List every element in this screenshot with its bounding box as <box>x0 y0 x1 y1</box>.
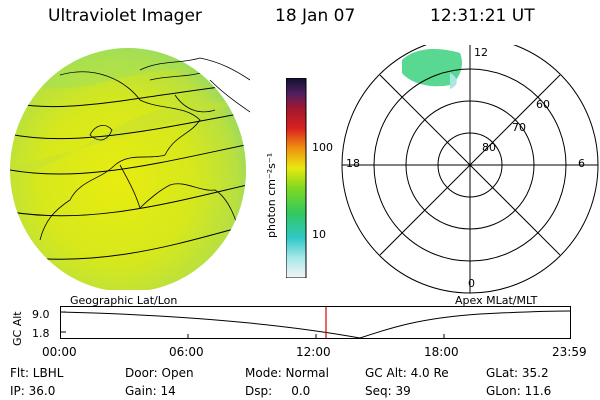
alt-x-tick-0600: 06:00 <box>169 345 204 359</box>
coastline <box>119 164 241 241</box>
info-dsp: Dsp: 0.0 <box>245 384 311 398</box>
info-glat: GLat: 35.2 <box>486 366 549 380</box>
apex-panel-title: Apex MLat/MLT <box>455 294 538 307</box>
info-seq: Seq: 39 <box>365 384 411 398</box>
altitude-strip-plot <box>60 306 571 339</box>
alt-axis-label: GC Alt <box>11 311 24 346</box>
info-gc-alt: GC Alt: 4.0 Re <box>365 366 449 380</box>
mlat-label-70: 70 <box>512 121 526 134</box>
info-flt: Flt: LBHL <box>10 366 64 380</box>
colorbar-tick-10: 10 <box>312 228 326 241</box>
lat-line <box>10 109 246 140</box>
geographic-panel-title: Geographic Lat/Lon <box>70 294 178 307</box>
strip-frame <box>60 306 571 339</box>
lat-line <box>10 141 246 175</box>
auroral-patch <box>402 49 462 87</box>
mlt-label-6: 6 <box>578 157 585 170</box>
info-glon: GLon: 11.6 <box>486 384 552 398</box>
colorbar-unit-label: photon cm⁻²s⁻¹ <box>265 152 278 238</box>
colorbar <box>286 78 307 278</box>
alt-y-tick-9: 9.0 <box>32 308 50 321</box>
alt-x-tick-0000: 00:00 <box>42 345 77 359</box>
info-ip: IP: 36.0 <box>10 384 56 398</box>
altitude-trace <box>60 310 571 339</box>
mlt-meridian <box>379 74 561 256</box>
mlat-label-80: 80 <box>482 141 496 154</box>
mlat-label-60: 60 <box>536 98 550 111</box>
info-gain: Gain: 14 <box>125 384 176 398</box>
lat-line <box>10 181 246 217</box>
mlt-label-18: 18 <box>346 157 360 170</box>
info-door: Door: Open <box>125 366 194 380</box>
date-label: 18 Jan 07 <box>275 6 356 26</box>
coastline <box>39 71 201 241</box>
mlt-label-0: 0 <box>468 277 475 290</box>
polar-plot <box>341 45 599 294</box>
geographic-globe-image <box>10 48 246 290</box>
alt-x-tick-1200: 12:00 <box>296 345 331 359</box>
time-label: 12:31:21 UT <box>430 6 535 26</box>
instrument-title: Ultraviolet Imager <box>48 6 202 26</box>
colorbar-tick-100: 100 <box>312 141 333 154</box>
info-mode: Mode: Normal <box>245 366 329 380</box>
mlt-label-12: 12 <box>474 46 488 59</box>
island <box>89 125 113 141</box>
alt-x-tick-2359: 23:59 <box>552 345 587 359</box>
alt-y-tick-1.8: 1.8 <box>32 327 50 340</box>
outer-coastline <box>139 57 251 113</box>
alt-x-tick-1800: 18:00 <box>424 345 459 359</box>
